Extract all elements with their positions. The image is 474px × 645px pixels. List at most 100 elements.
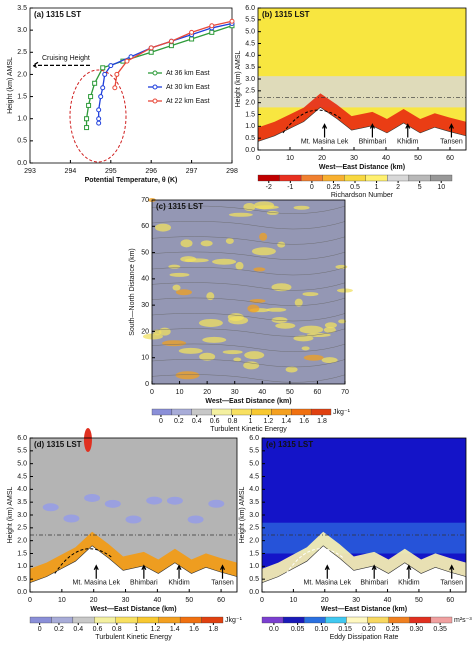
y-tick-label: 1.0 xyxy=(245,123,255,130)
colorbar-label: Richardson Number xyxy=(331,192,394,199)
field-patch xyxy=(178,347,203,354)
colorbar-swatch xyxy=(310,408,332,416)
colorbar-tick-label: 1 xyxy=(134,626,138,633)
y-tick-label: 0 xyxy=(145,381,149,388)
colorbar-swatch xyxy=(191,408,212,416)
marker xyxy=(114,71,120,77)
field-patch xyxy=(247,304,260,313)
y-tick-label: 50 xyxy=(141,249,149,256)
y-tick-label: 4.5 xyxy=(249,473,259,480)
field-patch xyxy=(168,264,181,269)
colorbar-swatch xyxy=(282,616,305,624)
y-tick-label: 60 xyxy=(141,223,149,230)
field-patch xyxy=(275,322,296,329)
field-patch xyxy=(233,357,242,362)
field-patch xyxy=(200,240,213,247)
colorbar-tick-label: 1.2 xyxy=(263,418,273,425)
colorbar-tick-label: 0 xyxy=(38,626,42,633)
y-tick-label: 4.0 xyxy=(249,486,259,493)
y-tick-label: 3.5 xyxy=(17,499,27,506)
marker xyxy=(92,80,98,86)
annotation: Khidim xyxy=(397,138,419,145)
colorbar-tick-label: 1.6 xyxy=(299,418,309,425)
x-tick-label: 40 xyxy=(258,389,266,396)
field-patch xyxy=(294,298,303,307)
field-patch xyxy=(208,499,225,508)
panel-title: (d) 1315 LST xyxy=(34,440,82,449)
boundary-layer xyxy=(258,93,466,142)
field-patch xyxy=(125,515,142,524)
plot-frame xyxy=(261,437,467,593)
y-tick-label: 6.0 xyxy=(245,5,255,12)
y-tick-label: 3.5 xyxy=(249,499,259,506)
marker xyxy=(209,23,215,29)
field-patch xyxy=(324,322,337,329)
field-patch xyxy=(235,261,244,270)
x-tick-label: 10 xyxy=(286,155,294,162)
x-tick-label: 50 xyxy=(185,597,193,604)
contour-line xyxy=(151,251,346,260)
panel-title: (c) 1315 LST xyxy=(156,202,203,211)
field-patch xyxy=(187,515,204,524)
colorbar-swatch xyxy=(257,174,280,182)
y-tick-label: 3.5 xyxy=(17,5,27,12)
y-tick-label: 5.5 xyxy=(249,448,259,455)
legend-label: At 22 km East xyxy=(166,98,210,105)
boundary-layer xyxy=(262,531,466,583)
plot-frame xyxy=(151,199,346,385)
colorbar-tick-label: 0.2 xyxy=(174,418,184,425)
series-line xyxy=(114,20,233,88)
x-tick-label: 20 xyxy=(318,155,326,162)
field-patch xyxy=(83,428,92,452)
field-patch xyxy=(198,318,223,327)
colorbar-swatch xyxy=(279,174,302,182)
field-patch xyxy=(228,212,253,217)
field-patch xyxy=(42,503,59,512)
marker xyxy=(84,125,90,131)
legend-label: At 30 km East xyxy=(166,84,210,91)
marker xyxy=(124,58,130,64)
y-tick-label: 1.0 xyxy=(17,563,27,570)
y-tick-label: 3.0 xyxy=(245,76,255,83)
plot-frame xyxy=(257,7,467,151)
colorbar-tick-label: 0.30 xyxy=(410,626,424,633)
colorbar-swatch xyxy=(409,616,432,624)
arrow xyxy=(324,564,330,579)
x-axis-label: West—East Distance (km) xyxy=(321,606,407,613)
colorbar-swatch xyxy=(387,174,410,182)
colorbar-tick-label: 0.2 xyxy=(54,626,64,633)
colorbar-tick-label: 0.15 xyxy=(338,626,352,633)
y-tick-label: 2.0 xyxy=(17,71,27,78)
colorbar-tick-label: 0.35 xyxy=(433,626,447,633)
contour-line xyxy=(151,297,346,306)
marker xyxy=(96,120,102,126)
marker xyxy=(189,29,195,35)
y-tick-label: 5.5 xyxy=(17,448,27,455)
arrow xyxy=(405,123,411,138)
field-patch xyxy=(225,237,234,244)
colorbar-tick-label: 0.6 xyxy=(93,626,103,633)
colorbar-tick-label: 0.05 xyxy=(291,626,305,633)
x-tick-label: 50 xyxy=(414,155,422,162)
annotation: Mt. Masina Lek xyxy=(304,580,352,587)
field-patch xyxy=(212,258,237,265)
colorbar-tick-label: 0 xyxy=(310,184,314,191)
y-tick-label: 70 xyxy=(141,197,149,204)
contour-line xyxy=(151,205,346,214)
y-tick-label: 2.0 xyxy=(245,100,255,107)
colorbar-swatch xyxy=(29,616,52,624)
field-patch xyxy=(180,256,197,263)
marker xyxy=(96,107,102,113)
field-patch xyxy=(169,272,190,277)
x-tick-label: 50 xyxy=(286,389,294,396)
colorbar-swatch xyxy=(94,616,116,624)
marker xyxy=(86,102,92,108)
y-tick-label: 5.0 xyxy=(249,461,259,468)
field-patch xyxy=(222,350,243,355)
field-patch xyxy=(199,352,216,361)
arrow xyxy=(141,564,147,579)
field-patch xyxy=(301,346,310,351)
x-tick-label: 30 xyxy=(352,597,360,604)
y-tick-label: 10 xyxy=(141,355,149,362)
contour-line xyxy=(151,267,346,276)
